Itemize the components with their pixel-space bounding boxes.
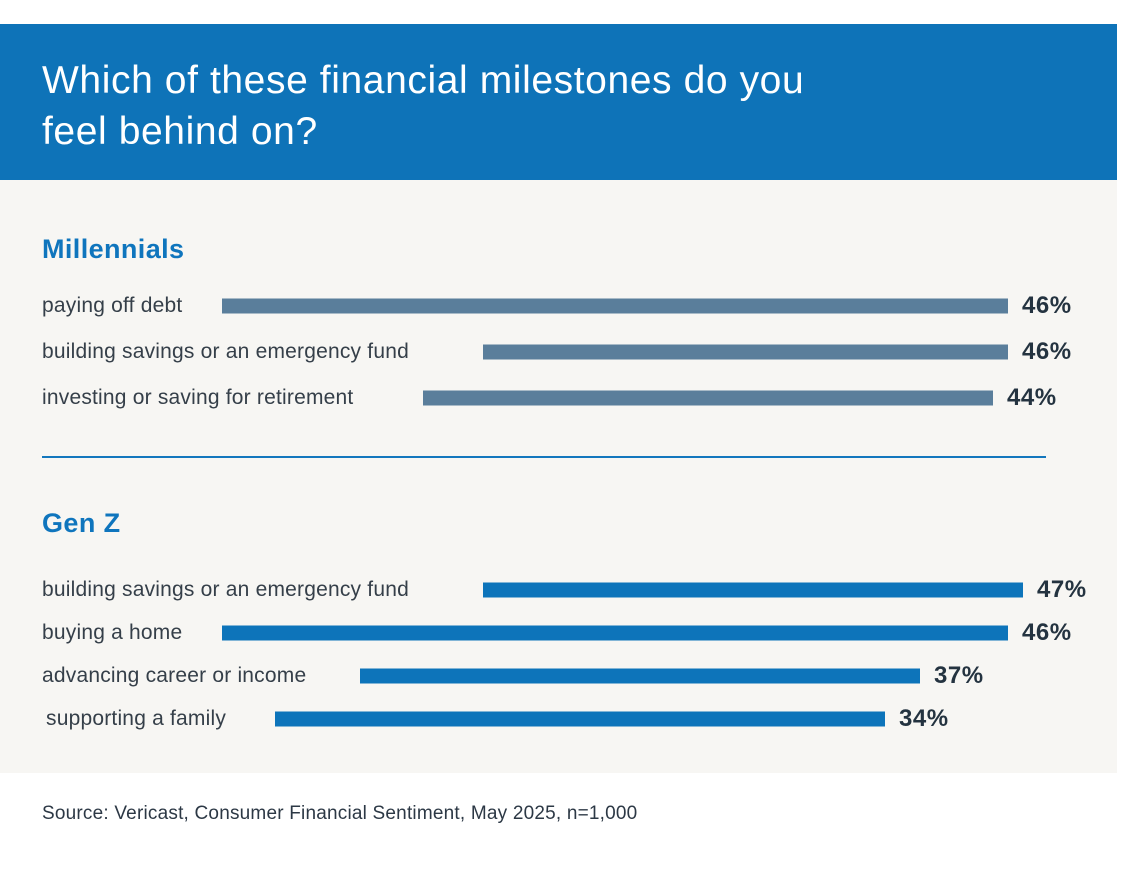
bar-row: supporting a family 34%: [0, 697, 1134, 741]
bar-row: investing or saving for retirement 44%: [0, 376, 1134, 420]
group-title-millennials: Millennials: [42, 234, 185, 264]
bar-row: paying off debt 46%: [0, 284, 1134, 328]
page-title-line-2: feel behind on?: [42, 110, 318, 153]
bar-label: building savings or an emergency fund: [42, 340, 409, 363]
bar-row: advancing career or income 37%: [0, 654, 1134, 698]
section-divider: [42, 456, 1046, 458]
bar-value: 46%: [1022, 619, 1072, 646]
bar-row: building savings or an emergency fund 46%: [0, 330, 1134, 374]
bar-value: 47%: [1037, 576, 1087, 603]
bar: [222, 625, 1008, 641]
bar: [275, 711, 885, 727]
bar-label: buying a home: [42, 621, 183, 644]
bar: [360, 668, 920, 684]
source-note: Source: Vericast, Consumer Financial Sen…: [42, 803, 638, 824]
bar: [423, 390, 993, 406]
bar-label: investing or saving for retirement: [42, 386, 354, 409]
bar-value: 37%: [934, 662, 984, 689]
bar-label: building savings or an emergency fund: [42, 578, 409, 601]
bar-row: building savings or an emergency fund 47%: [0, 568, 1134, 612]
bar-value: 34%: [899, 705, 949, 732]
bar: [222, 298, 1008, 314]
bar-label: advancing career or income: [42, 664, 307, 687]
bar-value: 44%: [1007, 384, 1057, 411]
bar: [483, 582, 1023, 598]
bar-label: supporting a family: [46, 707, 227, 730]
group-title-genz: Gen Z: [42, 508, 121, 538]
header-banner: Which of these financial milestones do y…: [0, 24, 1117, 180]
bar-value: 46%: [1022, 292, 1072, 319]
bar-value: 46%: [1022, 338, 1072, 365]
bar-row: buying a home 46%: [0, 611, 1134, 655]
bar: [483, 344, 1008, 360]
page-title-line-1: Which of these financial milestones do y…: [42, 59, 805, 102]
bar-label: paying off debt: [42, 294, 183, 317]
page-title: Which of these financial milestones do y…: [0, 24, 1117, 157]
